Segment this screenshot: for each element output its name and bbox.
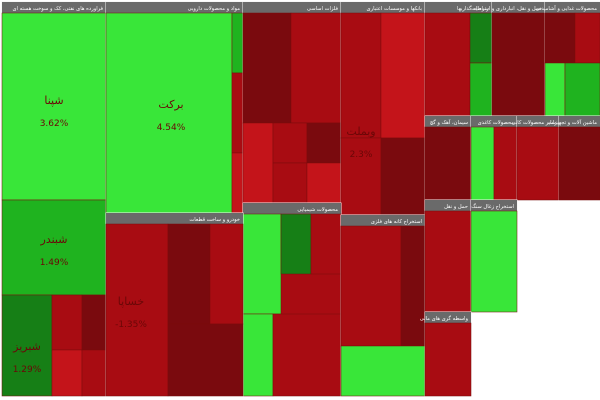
stock-tile	[306, 162, 342, 204]
sector-header	[106, 213, 243, 224]
tile-change: 1.49%	[40, 258, 69, 268]
sector-label: استخراج زغال سنگ	[471, 203, 514, 210]
stock-tile	[516, 126, 560, 201]
sector-label: محصولات شیمیایی	[297, 207, 338, 213]
stock-tile	[493, 126, 518, 201]
stock-tile	[1, 199, 107, 296]
stock-tile	[272, 162, 308, 204]
stock-tile	[51, 294, 83, 351]
tile-symbol: شبندر	[40, 233, 68, 246]
sector-label: سایر محصولات کانی	[512, 120, 557, 126]
sector-label: حمل و نقل	[444, 204, 468, 210]
tile-change: 4.54%	[157, 123, 186, 133]
stock-tile	[81, 349, 107, 397]
stock-tile	[491, 12, 546, 117]
stock-tile	[209, 223, 244, 325]
stock-tile	[272, 122, 308, 164]
sector-header	[341, 2, 425, 13]
sector-header	[471, 200, 517, 211]
stock-tile	[231, 12, 244, 74]
stock-tile	[1, 12, 107, 201]
tile-change: -1.35%	[115, 320, 147, 330]
stock-tile	[231, 152, 244, 214]
tile-symbol: شپنا	[44, 94, 63, 107]
stock-tile	[380, 137, 426, 216]
stock-tile	[564, 62, 600, 117]
sector-header	[106, 2, 243, 13]
tile-change: 2.3%	[350, 150, 373, 160]
tile-change: 3.62%	[40, 119, 69, 129]
sector-header	[492, 2, 545, 13]
stock-tile	[1, 294, 53, 397]
sector-label: استخراج کانه های فلزی	[371, 219, 422, 225]
stock-tile	[167, 223, 211, 325]
stock-tile	[380, 12, 426, 139]
stock-tile	[544, 62, 566, 117]
stock-tile	[424, 12, 471, 117]
stock-tile	[424, 210, 472, 313]
tile-symbol: برکت	[158, 98, 183, 111]
sector-header	[2, 2, 106, 13]
sector-header	[243, 203, 341, 214]
sector-header	[471, 116, 517, 127]
stock-tile	[469, 62, 493, 117]
stock-tile	[574, 12, 600, 64]
stock-tile	[340, 345, 426, 397]
tile-symbol: وبملت	[346, 125, 375, 138]
stock-tile	[242, 122, 274, 204]
stock-tile	[280, 213, 312, 275]
sector-header	[545, 2, 600, 13]
stock-tile	[242, 213, 282, 315]
stock-tile	[290, 12, 342, 124]
stock-tile	[424, 126, 472, 201]
stock-tile	[400, 225, 426, 347]
tile-symbol: خساپا	[118, 295, 144, 308]
sector-label: فراورده های نفتی، کک و سوخت هسته ای	[12, 5, 103, 12]
stock-tile	[51, 349, 83, 397]
stock-tile	[272, 313, 342, 397]
stock-tile	[424, 322, 472, 397]
stock-tile	[340, 12, 382, 139]
stock-tile	[310, 213, 342, 275]
stock-tile	[242, 313, 274, 397]
sector-header	[559, 116, 600, 127]
stock-tile	[167, 323, 244, 397]
sector-label: خودرو و ساخت قطعات	[189, 217, 240, 223]
sector-label: محصولات کاغذی	[478, 120, 515, 126]
sector-header	[243, 2, 341, 13]
sector-label: محصولات غذایی و آشامیدنی	[536, 5, 598, 12]
stock-tile	[242, 12, 292, 124]
stock-tile	[470, 126, 495, 201]
sector-label: ماشین آلات و تجهیزات	[548, 119, 597, 126]
sector-label: سرمایه گذاریها	[457, 5, 489, 12]
stock-tile	[469, 12, 493, 64]
sector-header	[517, 116, 559, 127]
tile-symbol: شبریز	[12, 340, 41, 353]
sector-label: مواد و محصولات دارویی	[188, 6, 241, 12]
sector-label: حمل و نقل، انبارداری و ارتباطات	[471, 6, 542, 12]
tile-change: 1.29%	[13, 365, 42, 375]
stock-tile	[544, 12, 576, 64]
stock-tile	[105, 223, 169, 397]
stock-tile	[231, 72, 244, 154]
sector-header	[341, 215, 425, 226]
sector-label: واسطه گری های مالی	[420, 315, 469, 322]
sector-header	[425, 200, 471, 211]
stock-tile	[105, 12, 233, 214]
sector-label: سیمان، آهک و گچ	[430, 119, 468, 126]
sector-header	[425, 2, 492, 13]
sector-label: فلزات اساسی	[307, 6, 339, 12]
stock-tile	[340, 225, 402, 347]
sector-header	[425, 312, 471, 323]
stock-tile	[81, 294, 107, 351]
stock-tile	[340, 137, 382, 216]
sector-label: بانکها و موسسات اعتباری	[367, 6, 422, 12]
stock-tile	[558, 126, 600, 201]
sector-header	[425, 116, 471, 127]
stock-tile	[306, 122, 342, 164]
stock-tile	[470, 210, 518, 313]
